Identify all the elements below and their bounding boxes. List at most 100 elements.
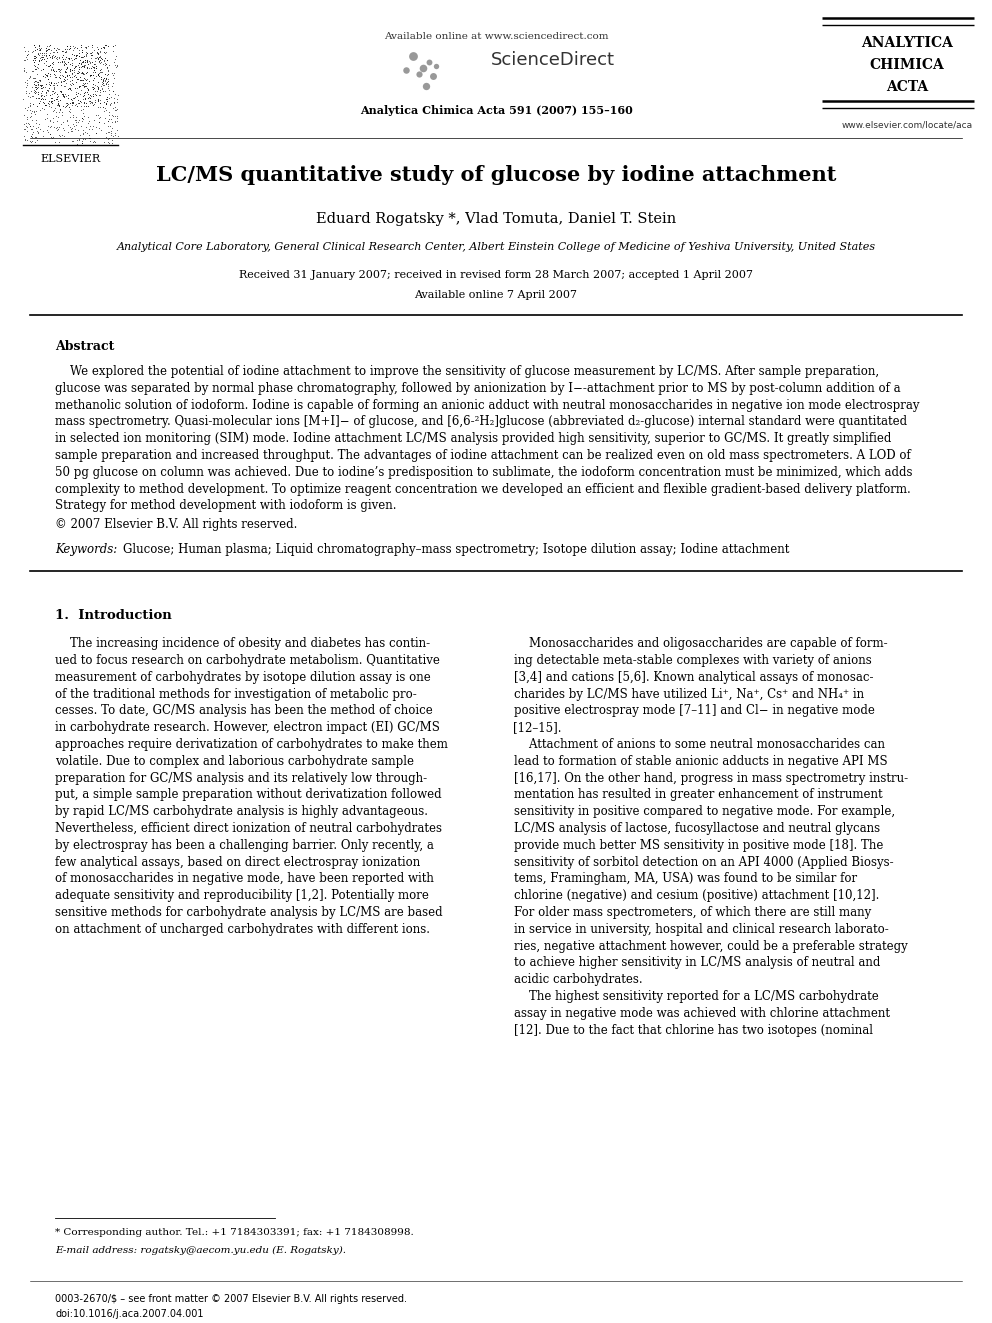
Point [90,64,106,85]
Point [80,111,96,132]
Point [91,65,107,86]
Point [75,85,91,106]
Point [38,50,54,71]
Point [43,90,59,111]
Point [74,62,90,83]
Point [104,130,120,151]
Point [62,101,77,122]
Point [99,89,115,110]
Point [39,79,55,101]
Point [72,70,88,91]
Point [27,101,43,122]
Text: chlorine (negative) and cesium (positive) attachment [10,12].: chlorine (negative) and cesium (positive… [514,889,879,902]
Point [59,93,74,114]
Point [32,40,48,61]
Point [86,61,102,82]
Point [76,91,92,112]
Point [81,57,97,78]
Point [95,37,111,58]
Point [94,77,110,98]
Point [66,61,82,82]
Point [33,82,49,103]
Point [90,78,106,99]
Point [42,42,58,64]
Point [90,107,106,128]
Point [106,91,122,112]
Point [52,58,67,79]
Point [39,73,55,94]
Point [42,56,58,77]
Point [100,78,116,99]
Point [42,74,58,95]
Point [76,36,92,57]
Point [17,130,33,151]
Point [40,79,56,101]
Point [81,118,97,139]
Point [62,78,77,99]
Point [45,91,61,112]
Point [59,38,74,60]
Point [100,115,116,136]
Point [35,65,51,86]
Point [36,53,52,74]
Point [16,114,32,135]
Point [33,75,49,97]
Point [105,79,121,101]
Point [19,99,35,120]
Point [100,70,116,91]
Point [42,116,58,138]
Point [27,74,43,95]
Point [61,122,76,143]
Point [64,93,80,114]
Text: by electrospray has been a challenging barrier. Only recently, a: by electrospray has been a challenging b… [55,839,434,852]
Point [86,57,102,78]
Point [92,49,108,70]
Point [87,83,103,105]
Point [71,93,87,114]
Point [65,65,81,86]
Point [54,105,69,126]
Point [31,44,47,65]
Point [39,108,55,130]
Point [39,48,55,69]
Point [72,49,88,70]
Point [46,53,62,74]
Point [66,87,82,108]
Point [28,45,44,66]
Point [107,99,123,120]
Point [60,50,75,71]
Point [110,85,126,106]
Text: methanolic solution of iodoform. Iodine is capable of forming an anionic adduct : methanolic solution of iodoform. Iodine … [55,398,920,411]
Point [71,52,87,73]
Point [64,114,80,135]
Point [28,58,44,79]
Point [75,123,91,144]
Point [57,60,72,81]
Point [90,111,106,132]
Point [82,65,98,86]
Point [92,85,108,106]
Point [28,101,44,122]
Point [74,46,90,67]
Point [23,124,39,146]
Point [46,64,62,85]
Point [90,77,106,98]
Point [37,77,53,98]
Point [46,77,62,98]
Point [75,73,91,94]
Point [36,45,52,66]
Point [90,38,106,60]
Point [82,91,98,112]
Point [70,93,86,114]
Point [67,94,83,115]
Point [96,112,112,134]
Point [19,106,35,127]
Point [59,95,74,116]
Text: by rapid LC/MS carbohydrate analysis is highly advantageous.: by rapid LC/MS carbohydrate analysis is … [55,806,428,818]
Point [31,93,47,114]
Point [86,131,102,152]
Point [28,118,44,139]
Point [47,60,62,81]
Point [104,111,120,132]
Point [79,42,95,64]
